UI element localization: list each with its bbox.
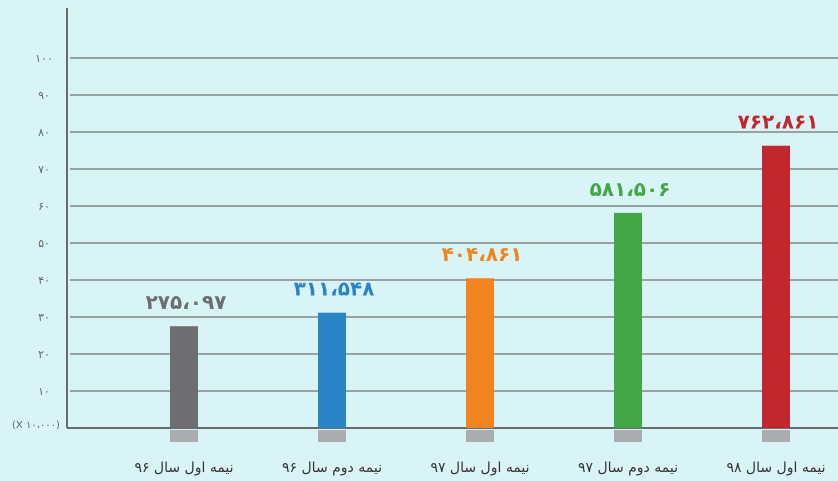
x-markers — [170, 430, 790, 442]
y-tick-label: ۱۰۰ — [35, 52, 53, 65]
x-axis-marker — [170, 430, 198, 442]
y-tick-labels: ۱۰ ۲۰ ۳۰ ۴۰ ۵۰ ۶۰ ۷۰ ۸۰ ۹۰ ۱۰۰ — [35, 52, 53, 398]
category-labels: نیمه اول سال ۹۶ نیمه دوم سال ۹۶ نیمه اول س… — [134, 460, 825, 476]
value-label: ۴۰۴،۸۶۱ — [442, 242, 523, 266]
value-label: ۳۱۱،۵۴۸ — [294, 277, 375, 301]
bar — [762, 145, 790, 428]
bar — [466, 278, 494, 428]
x-axis-marker — [762, 430, 790, 442]
category-label: نیمه اول سال ۹۶ — [134, 460, 233, 476]
y-tick-label: ۶۰ — [38, 200, 50, 213]
x-axis-marker — [318, 430, 346, 442]
value-label: ۲۷۵،۰۹۷ — [146, 290, 227, 314]
category-label: نیمه اول سال ۹۷ — [430, 460, 529, 476]
bar — [614, 212, 642, 428]
y-tick-label: ۴۰ — [38, 274, 50, 287]
y-tick-label: ۲۰ — [38, 348, 50, 361]
bar — [318, 312, 346, 428]
y-tick-label: ۸۰ — [38, 126, 50, 139]
y-tick-label: ۷۰ — [38, 163, 50, 176]
category-label: نیمه دوم سال ۹۷ — [578, 460, 678, 476]
category-label: نیمه دوم سال ۹۶ — [282, 460, 382, 476]
category-label: نیمه اول سال ۹۸ — [726, 460, 825, 476]
bar — [170, 326, 198, 428]
x-axis-marker — [614, 430, 642, 442]
y-tick-label: ۳۰ — [38, 311, 50, 324]
value-label: ۷۶۲،۸۶۱ — [738, 110, 819, 134]
bars — [170, 145, 790, 428]
y-tick-label: ۹۰ — [38, 89, 50, 102]
y-tick-label: ۵۰ — [38, 237, 50, 250]
y-tick-label: ۱۰ — [38, 385, 50, 398]
y-unit-label: (X ۱۰،۰۰۰) — [12, 420, 60, 431]
x-axis-marker — [466, 430, 494, 442]
value-label: ۵۸۱،۵۰۶ — [590, 177, 671, 201]
value-labels: ۲۷۵،۰۹۷ ۳۱۱،۵۴۸ ۴۰۴،۸۶۱ ۵۸۱،۵۰۶ ۷۶۲،۸۶۱ — [146, 110, 819, 314]
